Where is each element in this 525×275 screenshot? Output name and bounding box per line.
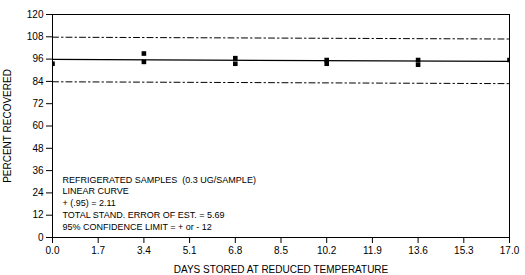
svg-text:24: 24	[32, 187, 44, 198]
svg-text:3.4: 3.4	[137, 245, 151, 256]
svg-text:5.1: 5.1	[183, 245, 197, 256]
svg-text:DAYS STORED AT REDUCED TEMPERA: DAYS STORED AT REDUCED TEMPERATURE	[174, 264, 389, 275]
svg-text:84: 84	[32, 76, 44, 87]
svg-text:REFRIGERATED SAMPLES (0.3 UG/: REFRIGERATED SAMPLES (0.3 UG/SAMPLE)LINE…	[63, 175, 256, 232]
svg-text:108: 108	[27, 31, 44, 42]
svg-text:10.2: 10.2	[317, 245, 337, 256]
svg-text:15.3: 15.3	[454, 245, 474, 256]
svg-text:11.9: 11.9	[363, 245, 382, 256]
svg-text:PERCENT RECOVERED: PERCENT RECOVERED	[2, 69, 13, 183]
svg-text:48: 48	[32, 143, 44, 154]
svg-text:13.6: 13.6	[408, 245, 428, 256]
svg-text:72: 72	[32, 98, 44, 109]
svg-text:6.8: 6.8	[228, 245, 242, 256]
svg-text:60: 60	[32, 120, 44, 131]
svg-text:1.7: 1.7	[91, 245, 105, 256]
svg-text:0.0: 0.0	[46, 245, 60, 256]
svg-text:17.0: 17.0	[500, 245, 520, 256]
svg-text:12: 12	[32, 209, 44, 220]
svg-text:96: 96	[32, 53, 44, 64]
svg-text:0: 0	[38, 232, 44, 243]
svg-text:8.5: 8.5	[274, 245, 288, 256]
svg-text:120: 120	[27, 9, 44, 20]
svg-text:36: 36	[32, 165, 44, 176]
